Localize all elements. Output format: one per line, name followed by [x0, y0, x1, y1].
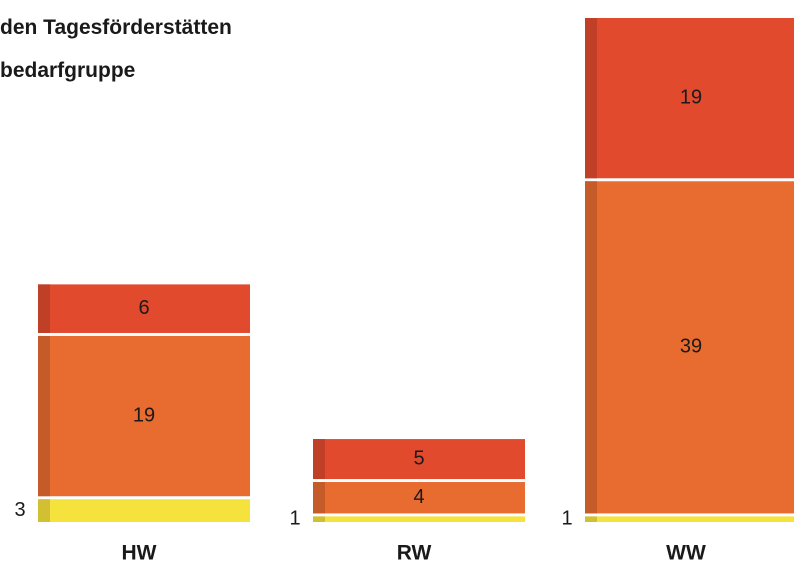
- bar-segment: [38, 335, 250, 497]
- bar-segment: [585, 18, 794, 179]
- value-label: 4: [413, 486, 424, 508]
- value-label: 5: [413, 447, 424, 469]
- value-label: 6: [138, 297, 149, 319]
- value-label: 1: [289, 507, 300, 529]
- bar-segment-shade: [585, 181, 597, 514]
- bar-segment-shade: [38, 284, 50, 333]
- bar-segment-shade: [585, 516, 597, 522]
- chart-title-line: den Tagesförderstätten: [0, 16, 232, 39]
- x-tick-label: WW: [666, 542, 706, 565]
- value-label: 3: [14, 499, 25, 521]
- bar-segment: [585, 516, 794, 522]
- value-label: 19: [680, 86, 702, 108]
- x-tick-label: HW: [122, 542, 157, 565]
- x-tick-label: RW: [397, 542, 432, 565]
- value-label: 39: [680, 336, 702, 358]
- bar-segment: [38, 499, 250, 522]
- value-label: 1: [561, 507, 572, 529]
- bar-segment-shade: [313, 439, 325, 480]
- bar-segment: [313, 482, 525, 514]
- bar-segment-shade: [38, 335, 50, 497]
- bar-segment-shade: [313, 482, 325, 514]
- bar-segment: [313, 516, 525, 522]
- bar-segment-shade: [313, 516, 325, 522]
- value-label: 19: [133, 404, 155, 426]
- bar-segment-shade: [585, 18, 597, 179]
- bar-segment: [313, 439, 525, 480]
- bar-segment: [38, 284, 250, 333]
- bar-segment-shade: [38, 499, 50, 522]
- bar-segment: [585, 181, 794, 514]
- chart-title-line: bedarfgruppe: [0, 59, 135, 82]
